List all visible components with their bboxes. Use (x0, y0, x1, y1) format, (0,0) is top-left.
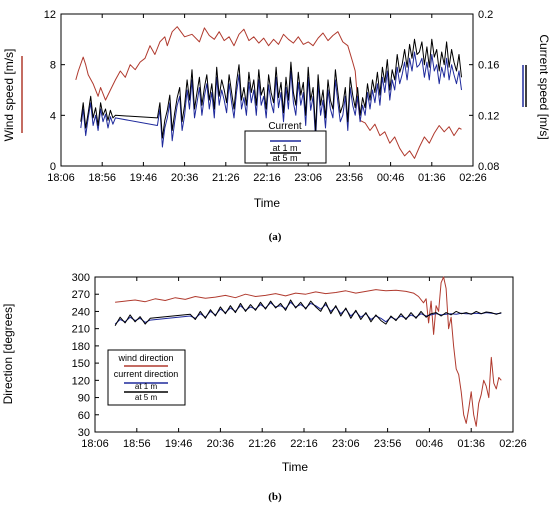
y-tick-label: 0 (50, 161, 56, 173)
wind-speed-line (75, 26, 462, 159)
y-tick-label: 210 (72, 324, 90, 336)
y-right-tick-label: 0.2 (478, 9, 493, 21)
x-tick-label: 22:16 (253, 172, 281, 184)
x-tick-label: 02:26 (459, 172, 487, 184)
x-tick-label: 23:06 (294, 172, 322, 184)
y-tick-label: 150 (72, 358, 90, 370)
chart-b-legend-box (107, 349, 186, 406)
chart-b: 18:06 18:56 19:46 20:36 21:26 22:16 23:06 23:56… (1, 272, 527, 503)
wind-direction-line (115, 276, 502, 427)
chart-a-legend-box (244, 130, 327, 164)
x-tick-label: 01:36 (418, 172, 446, 184)
chart-b-y-ticks: 30 60 90 120 150 180 210 240 270 300 (72, 272, 99, 439)
x-tick-label: 00:46 (416, 438, 444, 450)
chart-a-legend-label-5m: at 5 m (272, 153, 297, 163)
current-speed-5m-line (80, 38, 462, 139)
current-direction-5m-line (114, 299, 502, 327)
chart-b-series (114, 276, 502, 427)
y-tick-label: 90 (78, 393, 90, 405)
chart-b-legend-label-5m: at 5 m (135, 393, 158, 402)
chart-a-ylabel-right: Current speed [m/s] (537, 34, 550, 139)
y-tick-label: 180 (72, 341, 90, 353)
chart-b-legend-label-current: current direction (114, 369, 179, 379)
y-tick-label: 60 (78, 410, 90, 422)
y-tick-label: 120 (72, 375, 90, 387)
chart-a-x-ticks: 18:06 18:56 19:46 20:36 21:26 22:16 23:06 23:56… (47, 14, 487, 184)
chart-a: 18:06 18:56 19:46 20:36 21:26 22:16 23:06 23:56… (2, 9, 550, 243)
x-tick-label: 19:46 (165, 438, 193, 450)
x-tick-label: 18:56 (88, 172, 116, 184)
y-right-tick-label: 0.08 (478, 161, 499, 173)
chart-b-x-ticks: 18:06 18:56 19:46 20:36 21:26 22:16 23:06 23:56… (81, 277, 527, 450)
chart-b-ylabel: Direction [degrees] (1, 304, 15, 405)
x-tick-label: 23:56 (374, 438, 402, 450)
x-tick-label: 00:46 (377, 172, 405, 184)
x-tick-label: 22:16 (290, 438, 318, 450)
x-tick-label: 23:06 (332, 438, 360, 450)
y-tick-label: 4 (50, 110, 56, 122)
x-tick-label: 18:06 (81, 438, 109, 450)
y-tick-label: 240 (72, 306, 90, 318)
chart-b-legend: wind direction current direction at 1 m … (107, 349, 186, 406)
x-tick-label: 01:36 (457, 438, 485, 450)
chart-a-legend: Current at 1 m at 5 m (244, 121, 327, 164)
y-tick-label: 30 (78, 427, 90, 439)
x-tick-label: 18:06 (47, 172, 75, 184)
x-tick-label: 02:26 (499, 438, 527, 450)
x-tick-label: 20:36 (171, 172, 199, 184)
chart-a-y-left-ticks: 0 4 8 12 (44, 9, 65, 173)
x-tick-label: 19:46 (130, 172, 158, 184)
chart-b-panel-label: (b) (268, 491, 282, 503)
x-tick-label: 18:56 (123, 438, 151, 450)
chart-a-legend-title: Current (268, 121, 302, 132)
y-tick-label: 12 (44, 9, 56, 21)
chart-a-y-right-ticks: 0.08 0.12 0.16 0.2 (469, 9, 499, 173)
chart-a-series (75, 26, 462, 159)
chart-a-xlabel: Time (254, 196, 281, 210)
y-tick-label: 300 (72, 272, 90, 284)
x-tick-label: 23:56 (336, 172, 364, 184)
y-tick-label: 8 (50, 60, 56, 72)
chart-a-panel-label: (a) (269, 231, 282, 243)
y-tick-label: 270 (72, 289, 90, 301)
y-right-tick-label: 0.12 (478, 110, 499, 122)
y-right-tick-label: 0.16 (478, 60, 499, 72)
chart-b-xlabel: Time (282, 460, 309, 474)
chart-b-legend-label-1m: at 1 m (135, 382, 158, 391)
current-speed-1m-line (80, 51, 462, 148)
x-tick-label: 20:36 (207, 438, 235, 450)
chart-b-legend-label-wind: wind direction (117, 353, 173, 363)
chart-a-legend-label-1m: at 1 m (272, 143, 297, 153)
chart-a-ylabel-left: Wind speed [m/s] (2, 49, 16, 142)
x-tick-label: 21:26 (212, 172, 240, 184)
x-tick-label: 21:26 (248, 438, 276, 450)
